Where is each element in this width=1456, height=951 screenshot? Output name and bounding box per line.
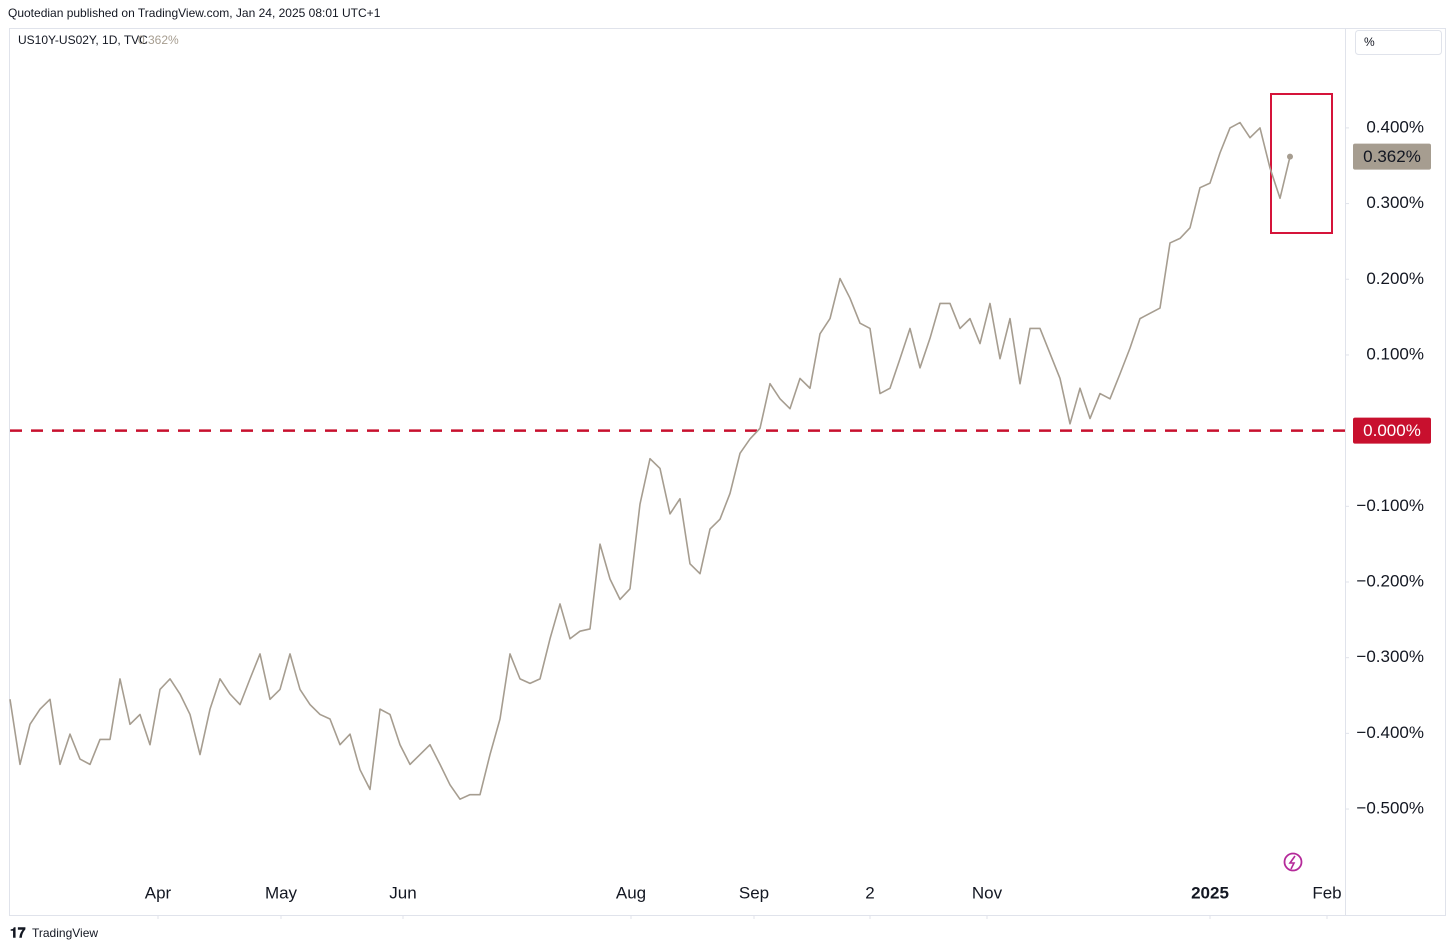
x-tick-label: 2 bbox=[865, 883, 874, 902]
flash-icon bbox=[1283, 852, 1303, 872]
chart-frame bbox=[9, 28, 1446, 916]
zero-label: 0.000% bbox=[1363, 421, 1421, 440]
y-tick-label: −0.100% bbox=[1356, 496, 1424, 515]
publisher-header: Quotedian published on TradingView.com, … bbox=[8, 6, 381, 20]
brand-name: TradingView bbox=[32, 926, 98, 940]
brand-logo: 𝟏𝟕 bbox=[10, 925, 26, 941]
y-tick-label: 0.300% bbox=[1366, 193, 1424, 212]
unit-label[interactable]: % bbox=[1364, 35, 1375, 49]
y-tick-label: −0.300% bbox=[1356, 647, 1424, 666]
x-tick-label: Apr bbox=[145, 883, 172, 902]
y-tick-label: 0.100% bbox=[1366, 344, 1424, 363]
y-tick-label: −0.200% bbox=[1356, 571, 1424, 590]
highlight-box bbox=[1270, 93, 1333, 234]
price-label: 0.362% bbox=[1363, 147, 1421, 166]
y-tick-label: 0.400% bbox=[1366, 117, 1424, 136]
x-tick-label: May bbox=[265, 883, 298, 902]
legend-value: 0.362% bbox=[138, 33, 179, 47]
y-tick-label: −0.500% bbox=[1356, 799, 1424, 818]
last-point bbox=[1287, 153, 1293, 160]
x-tick-label: Aug bbox=[616, 883, 646, 902]
x-tick-label: 2025 bbox=[1191, 883, 1229, 902]
x-tick-label: Nov bbox=[972, 883, 1003, 902]
y-tick-label: 0.200% bbox=[1366, 269, 1424, 288]
x-tick-label: Sep bbox=[739, 883, 769, 902]
price-label-bg bbox=[1353, 143, 1431, 170]
unit-button[interactable] bbox=[1355, 30, 1442, 55]
zero-label-bg bbox=[1353, 417, 1431, 444]
price-line bbox=[9, 121, 1291, 801]
symbol-label: US10Y-US02Y, 1D, TVC bbox=[18, 33, 148, 47]
x-tick-label: Jun bbox=[389, 883, 416, 902]
x-tick-label: Feb bbox=[1312, 883, 1341, 902]
y-tick-label: −0.400% bbox=[1356, 723, 1424, 742]
